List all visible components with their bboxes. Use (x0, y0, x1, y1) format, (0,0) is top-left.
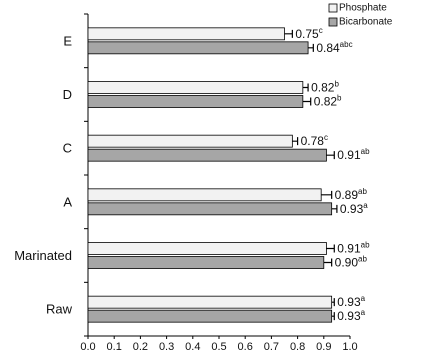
y-tick-label: E (63, 33, 72, 48)
bar (87, 81, 304, 94)
legend-label: Bicarbonate (339, 17, 393, 28)
value-label-number: 0.93 (337, 295, 361, 309)
y-tick-label: C (63, 141, 72, 156)
x-tick-label: 0.8 (290, 341, 305, 353)
legend-label: Phosphate (339, 3, 387, 14)
value-label: 0.93a (337, 294, 365, 309)
legend-swatch (328, 3, 338, 13)
value-label: 0.82b (311, 80, 339, 95)
y-tick-label: Raw (46, 302, 73, 317)
error-bar (302, 97, 312, 106)
error-bar (323, 258, 333, 267)
x-tick-label: 1.0 (342, 341, 357, 353)
value-label-number: 0.82 (311, 81, 335, 95)
value-label: 0.75c (295, 26, 322, 41)
x-tick-label: 0.6 (238, 341, 253, 353)
value-label-superscript: a (361, 294, 366, 303)
x-tick-label: 0.7 (264, 341, 279, 353)
value-label-superscript: a (363, 201, 368, 210)
value-label-superscript: ab (358, 187, 367, 196)
bar (87, 27, 285, 41)
value-label-superscript: c (324, 133, 328, 142)
x-tick-label: 0.5 (211, 341, 226, 353)
value-label: 0.91ab (337, 241, 370, 256)
value-label: 0.82b (314, 94, 342, 109)
error-bar (326, 244, 335, 253)
bar (87, 134, 293, 148)
bar (87, 256, 325, 269)
error-bar (331, 312, 335, 321)
error-bar (284, 29, 293, 38)
y-tick-label: A (63, 194, 72, 209)
bar (87, 242, 327, 255)
value-label: 0.93a (340, 201, 368, 216)
bar (87, 148, 327, 162)
value-label-number: 0.89 (335, 188, 359, 202)
x-tick-label: 0.4 (185, 341, 200, 353)
value-label: 0.84abc (316, 40, 352, 55)
x-tick-label: 0.2 (133, 341, 148, 353)
value-label-number: 0.78 (301, 134, 325, 148)
value-label-superscript: a (361, 308, 366, 317)
bar (87, 309, 333, 323)
value-label-superscript: ab (361, 241, 370, 250)
x-tick-label: 0.1 (107, 341, 122, 353)
error-bar (302, 83, 309, 92)
error-bar (326, 151, 335, 160)
value-label-superscript: c (319, 26, 323, 35)
value-label: 0.78c (301, 133, 328, 148)
value-label-superscript: b (334, 80, 339, 89)
y-tick-label: Marinated (14, 248, 72, 263)
value-label-number: 0.90 (335, 256, 359, 270)
bar (87, 41, 309, 55)
bar (87, 202, 333, 216)
error-bar (308, 43, 314, 52)
error-bar (321, 190, 333, 199)
value-label-superscript: ab (358, 255, 367, 264)
bar (87, 95, 304, 108)
error-bar (331, 298, 335, 307)
value-label-superscript: b (337, 94, 342, 103)
value-label-number: 0.93 (337, 309, 361, 323)
legend-swatch (328, 17, 338, 27)
x-tick-label: 0.3 (159, 341, 174, 353)
value-label: 0.93a (337, 308, 365, 323)
value-label-number: 0.82 (314, 95, 338, 109)
value-label: 0.89ab (335, 187, 368, 202)
value-label-number: 0.93 (340, 202, 364, 216)
x-tick-label: 0.9 (316, 341, 331, 353)
value-label-number: 0.75 (295, 27, 319, 41)
error-bar (292, 137, 299, 146)
x-tick-label: 0.0 (80, 341, 95, 353)
value-label: 0.90ab (335, 255, 368, 270)
y-tick-label: D (63, 87, 72, 102)
value-label-number: 0.84 (316, 41, 340, 55)
bar (87, 295, 333, 309)
value-label-number: 0.91 (337, 242, 361, 256)
error-bar (331, 204, 338, 213)
bar (87, 188, 322, 202)
value-label-superscript: ab (361, 147, 370, 156)
value-label-number: 0.91 (337, 148, 361, 162)
value-label-superscript: abc (340, 40, 353, 49)
value-label: 0.91ab (337, 147, 370, 162)
